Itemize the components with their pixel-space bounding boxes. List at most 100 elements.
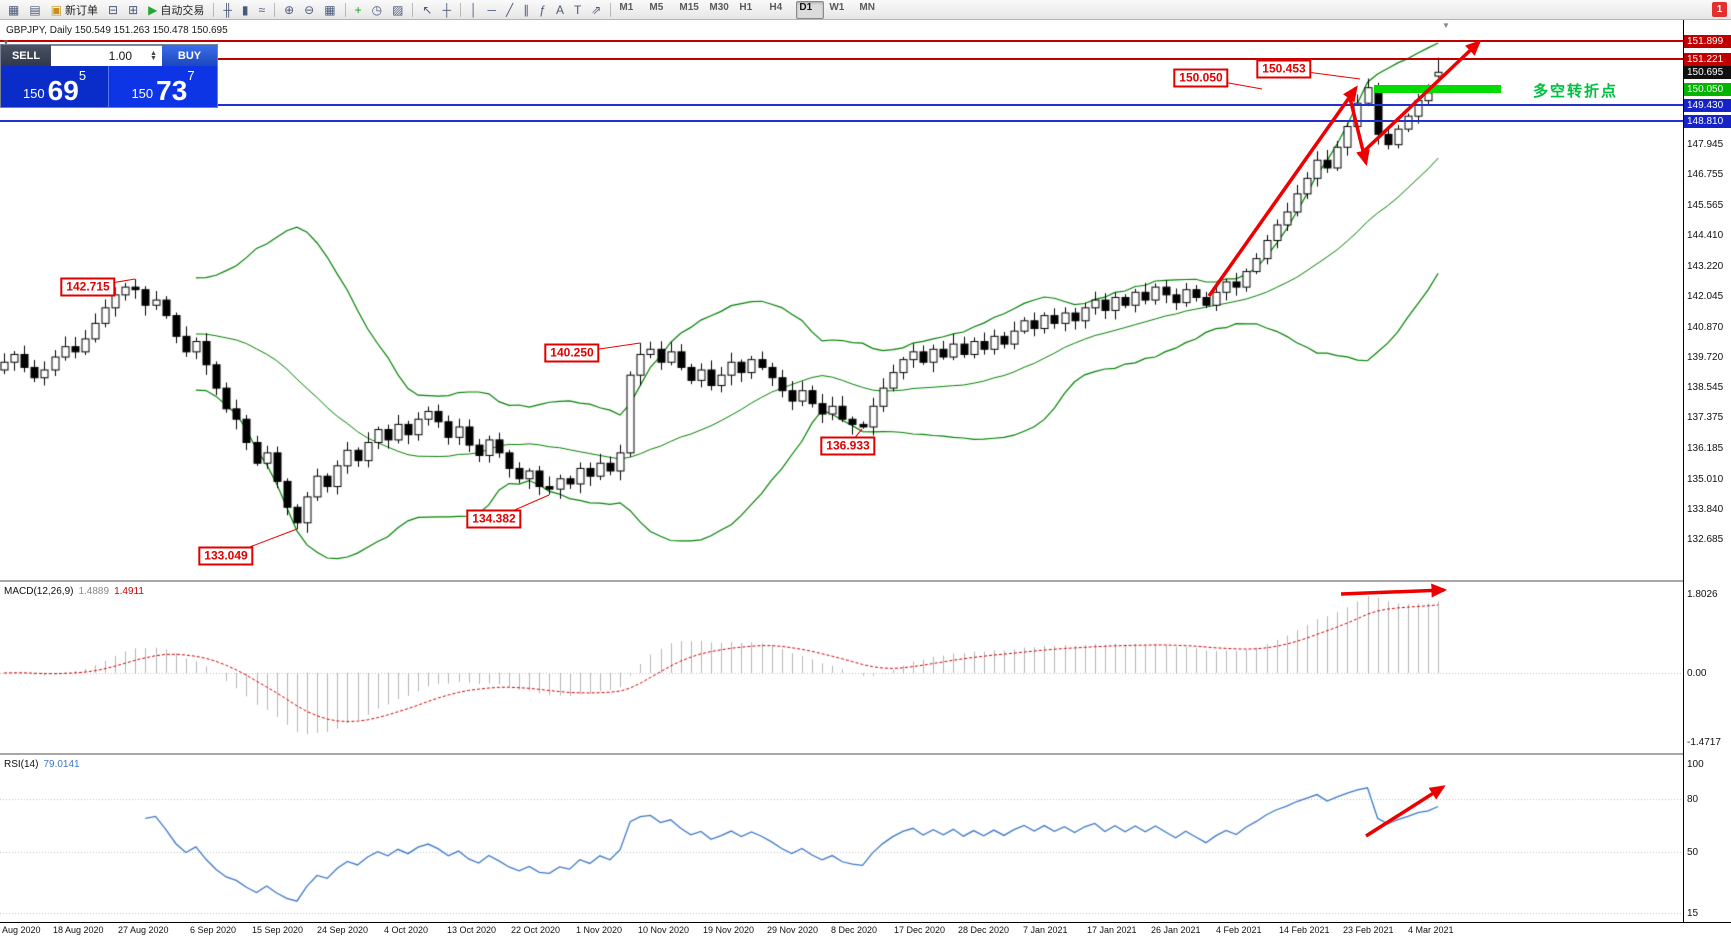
line-chart-button[interactable]: ≈ — [255, 0, 270, 19]
buy-button[interactable]: BUY — [162, 45, 217, 66]
zoom-in-button[interactable]: ⊕ — [280, 0, 298, 19]
notification-badge-icon[interactable]: 1 — [1712, 2, 1727, 17]
label-icon: T — [573, 2, 582, 17]
bar-chart-button[interactable]: ╫ — [219, 0, 236, 19]
time-label: 29 Nov 2020 — [767, 925, 819, 935]
panel-splitter[interactable] — [0, 753, 1731, 755]
lot-stepper[interactable]: ▲ ▼ — [150, 50, 160, 62]
macd-title: MACD(12,26,9) — [4, 586, 74, 597]
autotrading-button[interactable]: ▶ 自动交易 — [144, 0, 208, 19]
price-callout-label[interactable]: 150.453 — [1256, 59, 1312, 79]
tf-button-m30[interactable]: M30 — [709, 1, 729, 13]
tf-button-h4[interactable]: H4 — [769, 1, 783, 13]
toolbar-separator — [274, 2, 276, 17]
sell-price[interactable]: 150 69 5 — [1, 66, 109, 107]
sell-button[interactable]: SELL — [1, 45, 51, 66]
autotrading-icon: ▶ — [148, 2, 158, 17]
macd-indicator-label: MACD(12,26,9) 1.4889 1.4911 — [4, 586, 144, 597]
tf-button-mn[interactable]: MN — [859, 1, 875, 13]
price-axis[interactable]: 147.945 146.755 145.565 144.410 143.220 142.0… — [1684, 20, 1731, 922]
chart-profiles-button[interactable]: ▤ — [25, 0, 44, 19]
candlestick-chart-button[interactable]: ▮ — [238, 0, 253, 19]
label-button[interactable]: T — [570, 0, 585, 19]
time-label: 17 Jan 2021 — [1087, 925, 1137, 935]
market-watch-icon: ⊟ — [108, 2, 119, 17]
toolbar-separator — [460, 2, 461, 17]
indicators-button[interactable]: + — [351, 0, 366, 19]
tile-windows-icon: ▦ — [324, 2, 336, 17]
time-label: 7 Jan 2021 — [1023, 925, 1068, 935]
time-label: 10 Nov 2020 — [638, 925, 690, 935]
lot-value: 1.00 — [108, 49, 132, 63]
new-order-icon: ▣ — [50, 2, 63, 17]
price-callout-label[interactable]: 136.933 — [820, 436, 876, 456]
horizontal-line-object[interactable] — [0, 120, 1683, 123]
new-chart-button[interactable]: ▦ — [4, 0, 23, 19]
trendline-button[interactable]: ╱ — [502, 0, 517, 19]
periods-button[interactable]: ◷ — [368, 0, 386, 19]
price-tag: 150.695 — [1684, 66, 1731, 80]
horizontal-line-button[interactable]: ─ — [484, 0, 501, 19]
fibonacci-icon: ƒ — [539, 2, 546, 17]
navigator-button[interactable]: ⊞ — [124, 0, 142, 19]
market-watch-button[interactable]: ⊟ — [104, 0, 122, 19]
price-tick: 139.720 — [1687, 351, 1724, 363]
price-tick: 138.545 — [1687, 381, 1724, 393]
zoom-in-icon: ⊕ — [284, 2, 295, 17]
buy-price[interactable]: 150 73 7 — [109, 66, 217, 107]
rsi-tick: 50 — [1687, 846, 1699, 858]
tf-button-m1[interactable]: M1 — [619, 1, 634, 13]
tf-button-m5[interactable]: M5 — [649, 1, 664, 13]
lot-decrement-icon[interactable]: ▼ — [150, 55, 157, 62]
zoom-out-button[interactable]: ⊖ — [300, 0, 318, 19]
horizontal-line-object[interactable] — [0, 57, 1683, 60]
crosshair-button[interactable]: ┼ — [438, 0, 455, 19]
time-label: 19 Nov 2020 — [703, 925, 755, 935]
price-callout-label[interactable]: 133.049 — [198, 546, 254, 566]
tile-windows-button[interactable]: ▦ — [320, 0, 339, 19]
time-axis[interactable]: Aug 2020 18 Aug 2020 27 Aug 2020 6 Sep 2020… — [0, 922, 1731, 938]
rsi-indicator-label: RSI(14) 79.0141 — [4, 759, 80, 770]
oneclick-expander-icon[interactable]: ▼ — [2, 38, 10, 47]
text-button[interactable]: A — [552, 0, 568, 19]
price-tick: 132.685 — [1687, 533, 1724, 545]
templates-button[interactable]: ▨ — [388, 0, 407, 19]
price-tick: 137.375 — [1687, 412, 1724, 424]
panel-splitter[interactable] — [0, 580, 1731, 582]
price-callout-label[interactable]: 150.050 — [1173, 68, 1229, 88]
channel-button[interactable]: ∥ — [519, 0, 533, 19]
periods-icon: ◷ — [371, 2, 383, 17]
price-callout-label[interactable]: 140.250 — [544, 343, 600, 363]
price-axis-divider — [1683, 20, 1684, 922]
tf-button-w1[interactable]: W1 — [829, 1, 845, 13]
shapes-button[interactable]: ⇗ — [587, 0, 605, 19]
horizontal-line-object[interactable] — [0, 40, 1683, 43]
price-callout-label[interactable]: 134.382 — [466, 509, 522, 529]
text-icon: A — [555, 2, 564, 17]
tf-button-h1[interactable]: H1 — [739, 1, 753, 13]
toolbar-separator — [213, 2, 215, 17]
macd-panel-canvas[interactable] — [0, 582, 1683, 753]
horizontal-line-object[interactable] — [0, 104, 1683, 107]
chart-shift-marker[interactable]: ▼ — [1442, 21, 1450, 30]
toolbar-separator — [344, 2, 346, 17]
lot-increment-icon[interactable]: ▲ — [150, 50, 157, 57]
rsi-tick: 100 — [1687, 758, 1704, 770]
time-label: 28 Dec 2020 — [958, 925, 1010, 935]
new-order-button[interactable]: ▣ 新订单 — [47, 0, 102, 19]
templates-icon: ▨ — [392, 2, 404, 17]
macd-tick: -1.4717 — [1687, 737, 1721, 748]
rsi-tick: 15 — [1687, 908, 1699, 920]
cursor-button[interactable]: ↖ — [418, 0, 436, 19]
rsi-panel-canvas[interactable] — [0, 755, 1683, 922]
fibonacci-button[interactable]: ƒ — [535, 0, 550, 19]
vertical-line-button[interactable]: │ — [466, 0, 482, 19]
support-zone-line[interactable] — [1374, 84, 1501, 93]
tf-button-d1[interactable]: D1 — [796, 0, 825, 19]
crosshair-icon: ┼ — [442, 2, 451, 17]
price-callout-label[interactable]: 142.715 — [60, 277, 116, 297]
price-tag: 149.430 — [1684, 99, 1731, 113]
lot-size-input[interactable]: 1.00 ▲ ▼ — [51, 45, 162, 66]
vertical-line-icon: │ — [470, 2, 478, 17]
tf-button-m15[interactable]: M15 — [679, 1, 699, 13]
